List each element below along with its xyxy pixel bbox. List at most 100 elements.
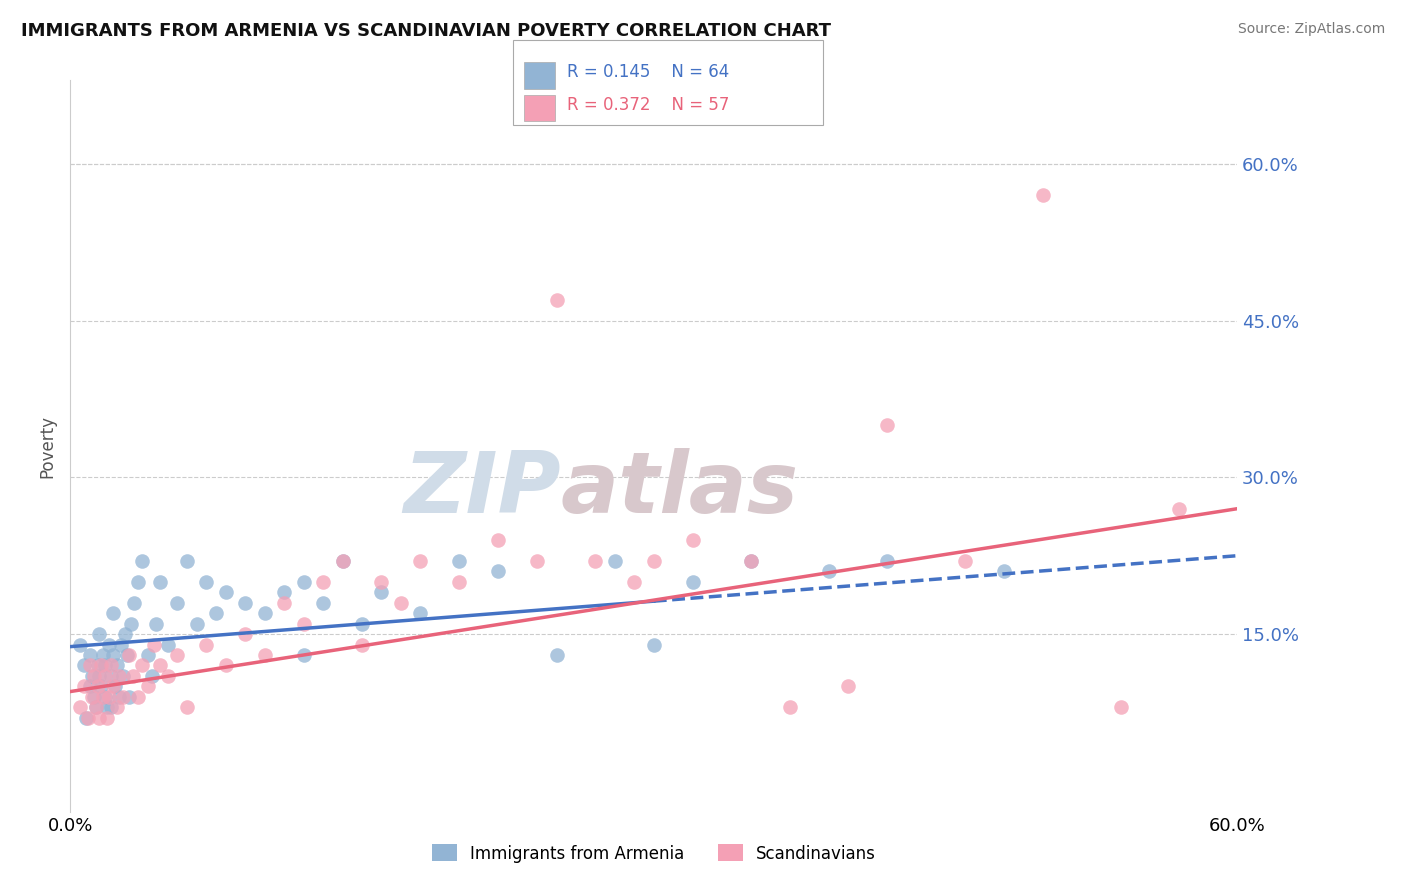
Point — [166, 648, 188, 662]
Point — [104, 679, 127, 693]
Point — [84, 700, 107, 714]
Point — [352, 638, 374, 652]
Point — [546, 293, 568, 307]
Point — [79, 658, 101, 673]
Point — [120, 616, 142, 631]
Point — [526, 554, 548, 568]
Point — [110, 638, 132, 652]
Point — [993, 565, 1015, 579]
Point — [141, 669, 163, 683]
Point — [292, 648, 315, 662]
Point — [73, 679, 96, 693]
Point — [682, 533, 704, 547]
Text: atlas: atlas — [561, 449, 799, 532]
Point — [779, 700, 801, 714]
Point — [149, 658, 172, 673]
Point — [449, 574, 471, 589]
Point — [108, 690, 131, 704]
Point — [98, 690, 121, 704]
Point — [86, 658, 108, 673]
Point — [118, 690, 141, 704]
Point — [131, 554, 153, 568]
Point — [486, 533, 509, 547]
Point — [876, 554, 898, 568]
Point — [156, 669, 179, 683]
Point — [370, 574, 392, 589]
Point — [876, 418, 898, 433]
Point — [352, 616, 374, 631]
Point — [93, 648, 115, 662]
Point — [80, 669, 103, 683]
Point — [205, 606, 228, 620]
Point — [409, 606, 432, 620]
Point — [233, 627, 256, 641]
Point — [176, 554, 198, 568]
Point — [195, 638, 218, 652]
Point — [953, 554, 976, 568]
Point — [818, 565, 841, 579]
Point — [389, 596, 412, 610]
Point — [623, 574, 645, 589]
Point — [101, 648, 124, 662]
Point — [100, 669, 122, 683]
Text: ZIP: ZIP — [402, 449, 561, 532]
Point — [273, 596, 295, 610]
Point — [215, 658, 238, 673]
Point — [136, 648, 159, 662]
Point — [121, 669, 143, 683]
Point — [105, 658, 128, 673]
Point — [195, 574, 218, 589]
Point — [76, 711, 98, 725]
Point — [292, 616, 315, 631]
Point — [108, 669, 131, 683]
Point — [682, 574, 704, 589]
Point — [740, 554, 762, 568]
Point — [79, 679, 101, 693]
Point — [142, 638, 165, 652]
Text: IMMIGRANTS FROM ARMENIA VS SCANDINAVIAN POVERTY CORRELATION CHART: IMMIGRANTS FROM ARMENIA VS SCANDINAVIAN … — [21, 22, 831, 40]
Point — [449, 554, 471, 568]
Point — [84, 700, 107, 714]
Point — [332, 554, 354, 568]
Point — [83, 669, 105, 683]
Point — [1109, 700, 1132, 714]
Text: R = 0.145    N = 64: R = 0.145 N = 64 — [567, 63, 728, 81]
Point — [96, 700, 118, 714]
Point — [1032, 188, 1054, 202]
Point — [1167, 501, 1189, 516]
Point — [101, 679, 124, 693]
Point — [273, 585, 295, 599]
Y-axis label: Poverty: Poverty — [38, 415, 56, 477]
Point — [136, 679, 159, 693]
Point — [603, 554, 626, 568]
Point — [127, 690, 149, 704]
Point — [105, 700, 128, 714]
Point — [75, 711, 97, 725]
Point — [215, 585, 238, 599]
Point — [124, 596, 146, 610]
Point — [94, 658, 117, 673]
Point — [96, 711, 118, 725]
Point — [145, 616, 167, 631]
Point — [176, 700, 198, 714]
Point — [740, 554, 762, 568]
Point — [111, 669, 134, 683]
Point — [80, 690, 103, 704]
Point — [643, 638, 665, 652]
Point — [332, 554, 354, 568]
Point — [90, 658, 112, 673]
Point — [115, 648, 138, 662]
Point — [94, 690, 117, 704]
Legend: Immigrants from Armenia, Scandinavians: Immigrants from Armenia, Scandinavians — [425, 838, 883, 869]
Point — [837, 679, 859, 693]
Point — [409, 554, 432, 568]
Text: Source: ZipAtlas.com: Source: ZipAtlas.com — [1237, 22, 1385, 37]
Point — [253, 606, 276, 620]
Point — [546, 648, 568, 662]
Point — [86, 679, 108, 693]
Point — [127, 574, 149, 589]
Point — [131, 658, 153, 673]
Point — [100, 700, 122, 714]
Point — [585, 554, 607, 568]
Point — [114, 627, 136, 641]
